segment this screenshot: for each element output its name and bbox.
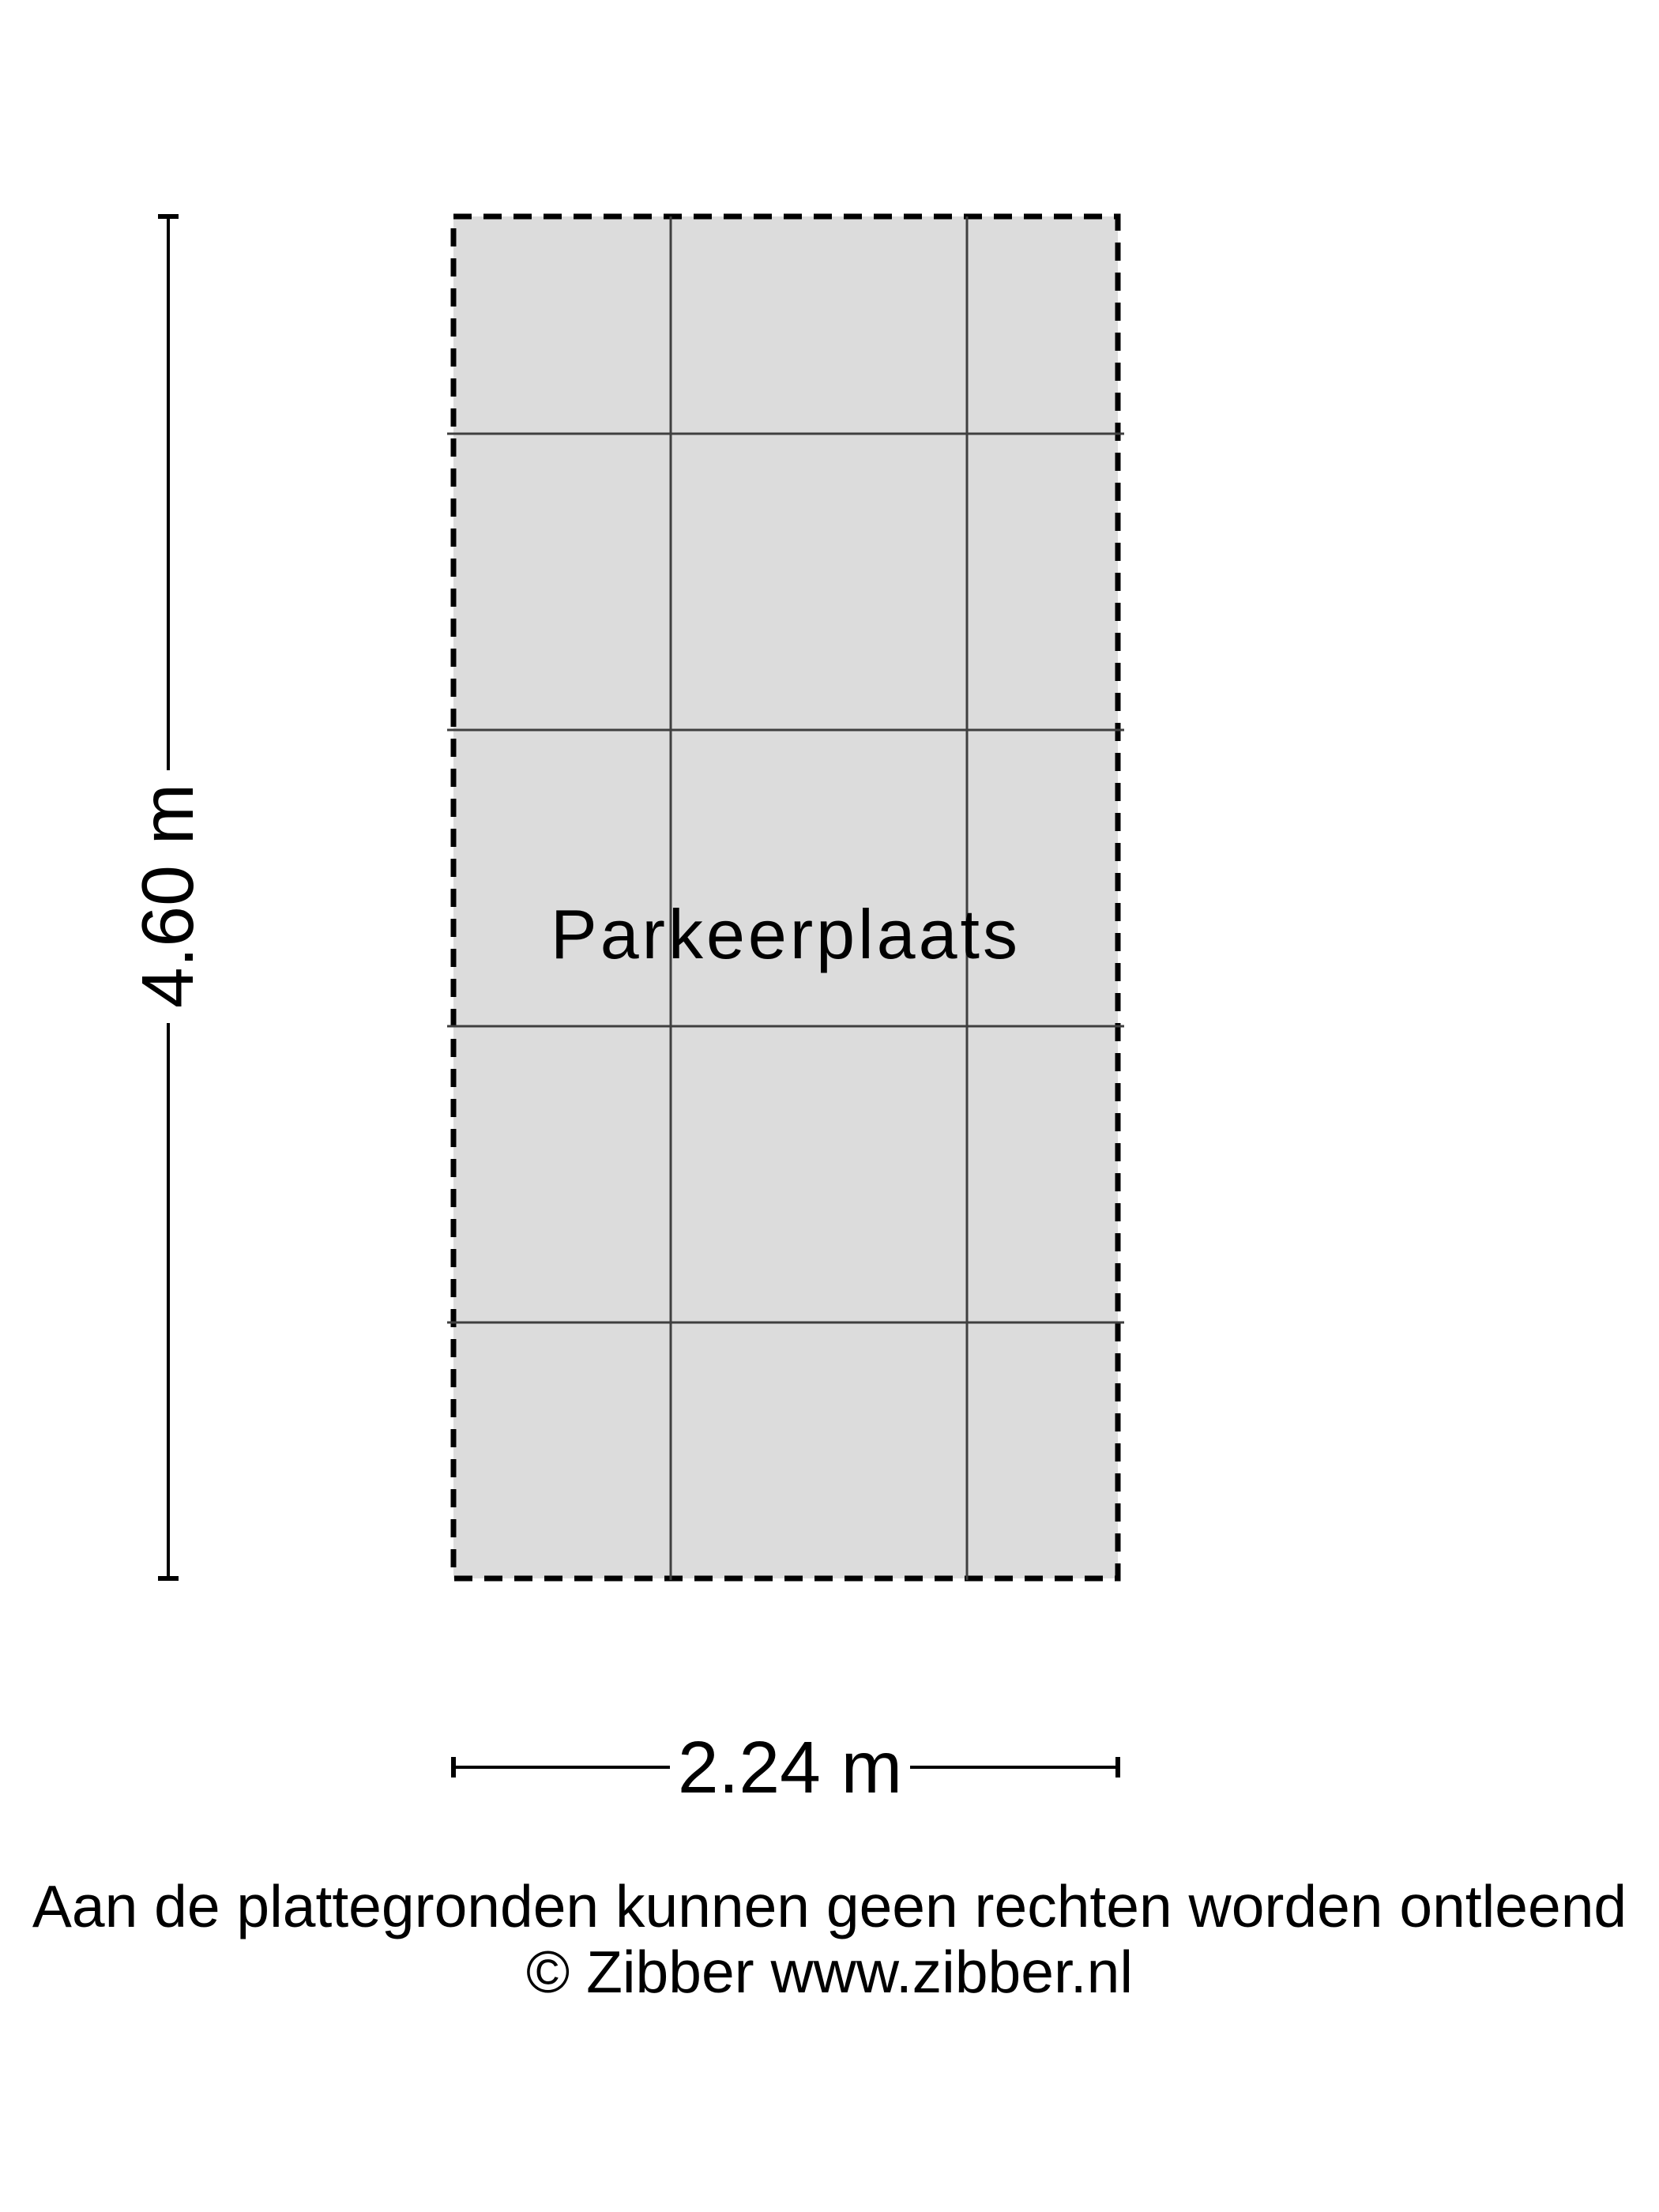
width-dimension-line [451, 1757, 1120, 1778]
footer: Aan de plattegronden kunnen geen rechten… [0, 1874, 1659, 2004]
parking-area-shape [450, 213, 1121, 1582]
tile-grid-lines [447, 216, 1124, 1580]
room-label: Parkeerplaats [551, 895, 1021, 973]
width-dimension-label: 2.24 m [677, 1725, 903, 1808]
footer-disclaimer: Aan de plattegronden kunnen geen rechten… [32, 1873, 1627, 1939]
height-dimension-label: 4.60 m [126, 783, 209, 1009]
height-dimension-line [158, 214, 179, 1581]
footer-copyright: © Zibber www.zibber.nl [525, 1938, 1134, 2005]
